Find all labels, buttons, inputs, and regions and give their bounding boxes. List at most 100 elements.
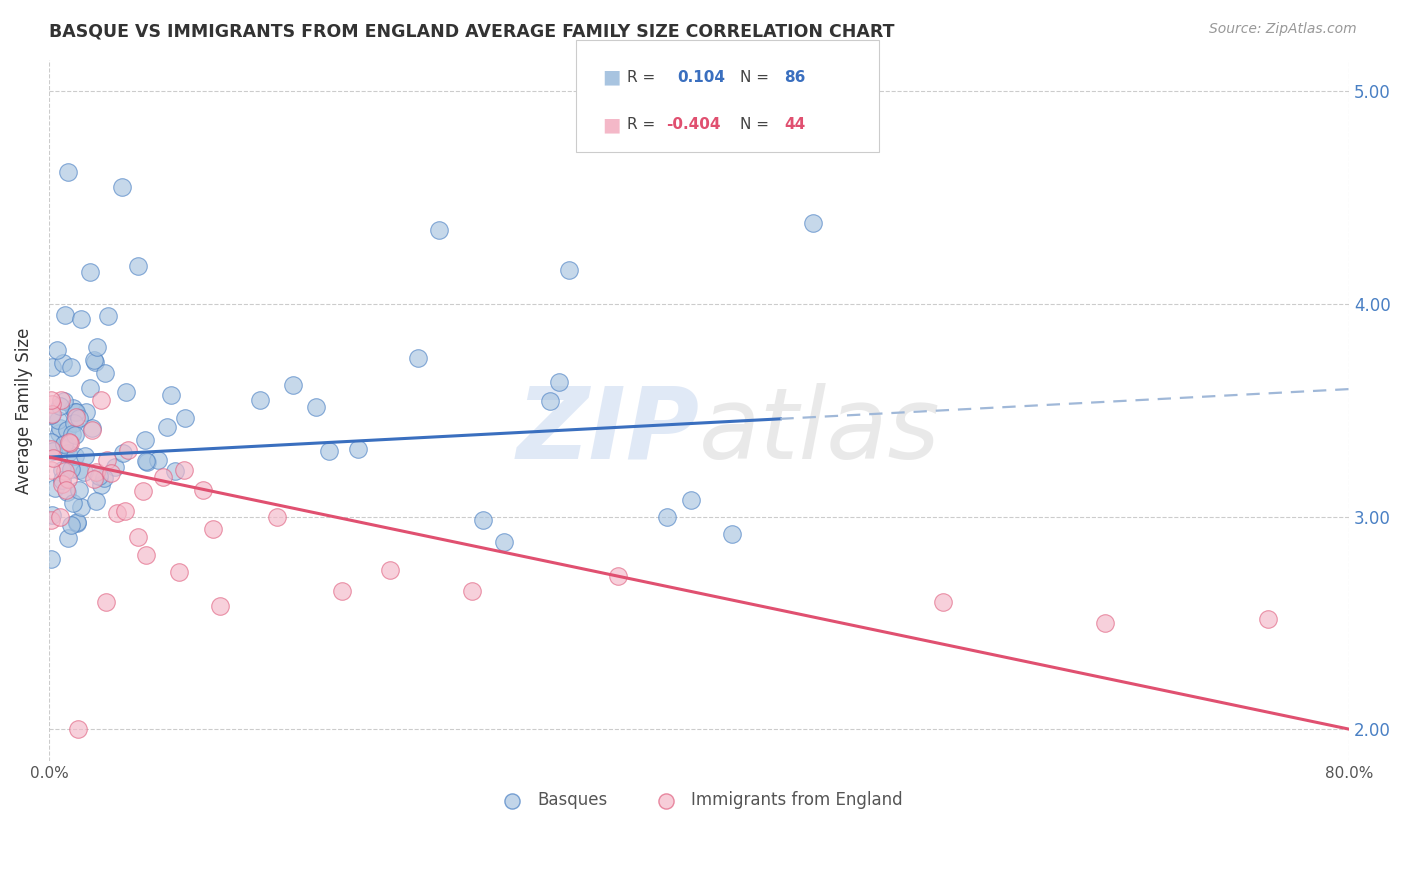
Point bbox=[53, 464, 76, 478]
Point bbox=[94, 367, 117, 381]
Point bbox=[84, 355, 107, 369]
Point bbox=[51, 463, 73, 477]
Point bbox=[111, 180, 134, 194]
Point bbox=[58, 471, 80, 485]
Point bbox=[460, 584, 482, 599]
Text: 86: 86 bbox=[785, 70, 806, 85]
Point bbox=[548, 375, 571, 389]
Point bbox=[59, 518, 82, 533]
Point bbox=[63, 405, 86, 419]
Point bbox=[152, 470, 174, 484]
Point bbox=[70, 500, 93, 514]
Point bbox=[39, 434, 62, 449]
Point bbox=[1094, 615, 1116, 630]
Text: N =: N = bbox=[740, 117, 773, 132]
Point bbox=[932, 594, 955, 608]
Point bbox=[100, 467, 122, 481]
Point bbox=[380, 563, 402, 577]
Point bbox=[173, 463, 195, 477]
Point bbox=[67, 722, 90, 736]
Text: Source: ZipAtlas.com: Source: ZipAtlas.com bbox=[1209, 22, 1357, 37]
Point bbox=[134, 433, 156, 447]
Point bbox=[318, 444, 340, 458]
Point bbox=[75, 405, 97, 419]
Point bbox=[41, 397, 63, 411]
Point bbox=[56, 531, 79, 545]
Point bbox=[472, 513, 495, 527]
Point bbox=[63, 428, 86, 442]
Point bbox=[65, 450, 87, 464]
Point bbox=[281, 377, 304, 392]
Point bbox=[55, 483, 77, 497]
Point bbox=[66, 516, 89, 530]
Point bbox=[83, 353, 105, 368]
Point bbox=[80, 423, 103, 437]
Point bbox=[111, 446, 134, 460]
Point bbox=[201, 522, 224, 536]
Point bbox=[67, 483, 90, 498]
Point bbox=[132, 483, 155, 498]
Point bbox=[174, 411, 197, 425]
Point bbox=[49, 399, 72, 413]
Point bbox=[41, 450, 63, 465]
Point bbox=[114, 503, 136, 517]
Point bbox=[53, 393, 76, 408]
Point bbox=[42, 444, 65, 458]
Point bbox=[146, 453, 169, 467]
Point bbox=[46, 413, 69, 427]
Point bbox=[83, 472, 105, 486]
Point bbox=[60, 462, 83, 476]
Point bbox=[156, 419, 179, 434]
Point bbox=[84, 466, 107, 480]
Point bbox=[51, 392, 73, 407]
Point bbox=[114, 385, 136, 400]
Point bbox=[494, 535, 516, 549]
Point bbox=[39, 513, 62, 527]
Point bbox=[51, 476, 73, 491]
Point bbox=[305, 400, 328, 414]
Point bbox=[59, 435, 82, 450]
Point bbox=[346, 442, 368, 456]
Point bbox=[41, 508, 63, 523]
Point bbox=[53, 437, 76, 451]
Point bbox=[79, 265, 101, 279]
Text: ■: ■ bbox=[602, 68, 620, 87]
Point bbox=[49, 510, 72, 524]
Point bbox=[65, 404, 87, 418]
Point bbox=[1257, 612, 1279, 626]
Point bbox=[191, 483, 214, 498]
Text: 44: 44 bbox=[785, 117, 806, 132]
Point bbox=[127, 530, 149, 544]
Point bbox=[159, 388, 181, 402]
Point bbox=[266, 509, 288, 524]
Text: -0.404: -0.404 bbox=[666, 117, 721, 132]
Point bbox=[165, 464, 187, 478]
Point bbox=[406, 351, 429, 366]
Point bbox=[41, 407, 63, 421]
Point bbox=[63, 416, 86, 430]
Point bbox=[56, 446, 79, 460]
Point bbox=[249, 392, 271, 407]
Point bbox=[65, 410, 87, 425]
Point bbox=[801, 216, 824, 230]
Point bbox=[127, 259, 149, 273]
Point bbox=[105, 506, 128, 520]
Point bbox=[606, 569, 628, 583]
Point bbox=[48, 420, 70, 434]
Text: atlas: atlas bbox=[699, 383, 941, 480]
Point bbox=[70, 312, 93, 326]
Point bbox=[84, 494, 107, 508]
Point bbox=[39, 462, 62, 476]
Point bbox=[72, 465, 94, 479]
Point bbox=[39, 551, 62, 566]
Text: R =: R = bbox=[627, 70, 661, 85]
Point bbox=[97, 309, 120, 323]
Point bbox=[62, 496, 84, 510]
Point bbox=[93, 471, 115, 485]
Point bbox=[60, 427, 83, 442]
Point bbox=[558, 263, 581, 277]
Point bbox=[208, 599, 231, 613]
Point bbox=[330, 584, 353, 599]
Point bbox=[82, 421, 104, 435]
Point bbox=[86, 340, 108, 354]
